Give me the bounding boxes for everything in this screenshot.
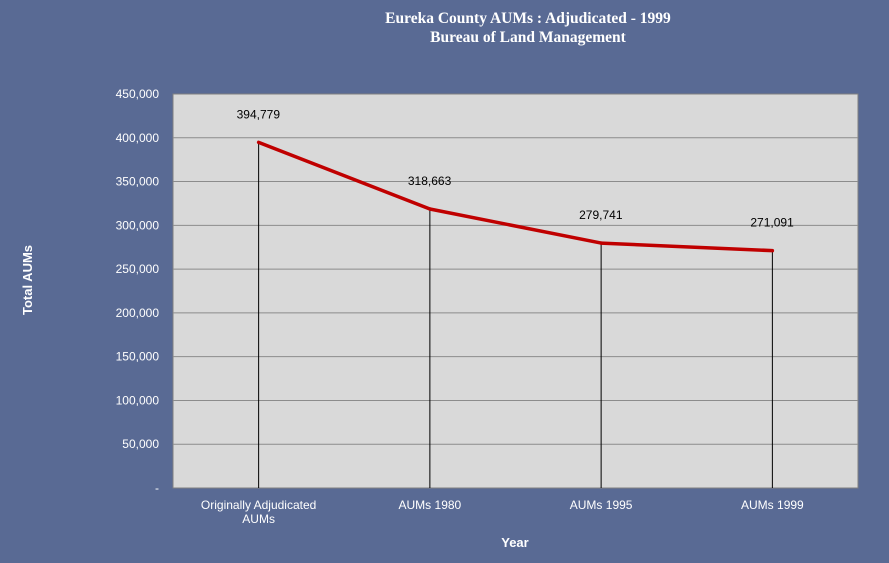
- x-tick-label: AUMs 1980: [399, 498, 462, 512]
- y-tick-label: 100,000: [116, 393, 160, 407]
- x-axis-labels: Originally Adjudicated AUMs AUMs 1980 AUMs …: [201, 498, 804, 526]
- data-labels: 394,779 318,663 279,741 271,091: [237, 107, 794, 229]
- series-line-segment: [599, 241, 775, 253]
- plot-area: [172, 93, 859, 489]
- data-label: 318,663: [408, 174, 452, 188]
- x-tick-label: AUMs 1995: [570, 498, 633, 512]
- data-label: 394,779: [237, 107, 281, 121]
- y-tick-label: 250,000: [116, 262, 160, 276]
- x-tick-label: Originally Adjudicated AUMs: [201, 498, 316, 526]
- y-tick-label: 450,000: [116, 87, 160, 101]
- y-tick-label: 350,000: [116, 175, 160, 189]
- x-tick-label: AUMs 1999: [741, 498, 804, 512]
- data-label: 271,091: [750, 216, 794, 230]
- y-tick-label: 200,000: [116, 306, 160, 320]
- y-tick-label: 300,000: [116, 218, 160, 232]
- chart-subtitle: Bureau of Land Management: [430, 29, 626, 46]
- y-axis-title: Total AUMs: [20, 245, 35, 315]
- series-line-segment: [256, 140, 432, 211]
- y-axis-ticks: - 50,000 100,000 150,000 200,000 250,000 300,0…: [116, 87, 160, 495]
- y-tick-label: -: [155, 481, 159, 495]
- x-axis-title: Year: [501, 535, 528, 550]
- data-label: 279,741: [579, 208, 623, 222]
- drop-lines: [258, 142, 773, 488]
- chart-title: Eureka County AUMs : Adjudicated - 1999: [385, 10, 671, 27]
- series-lines: [256, 140, 775, 253]
- y-tick-label: 400,000: [116, 131, 160, 145]
- y-tick-label: 150,000: [116, 350, 160, 364]
- y-tick-label: 50,000: [122, 437, 159, 451]
- series-line-segment: [428, 207, 603, 245]
